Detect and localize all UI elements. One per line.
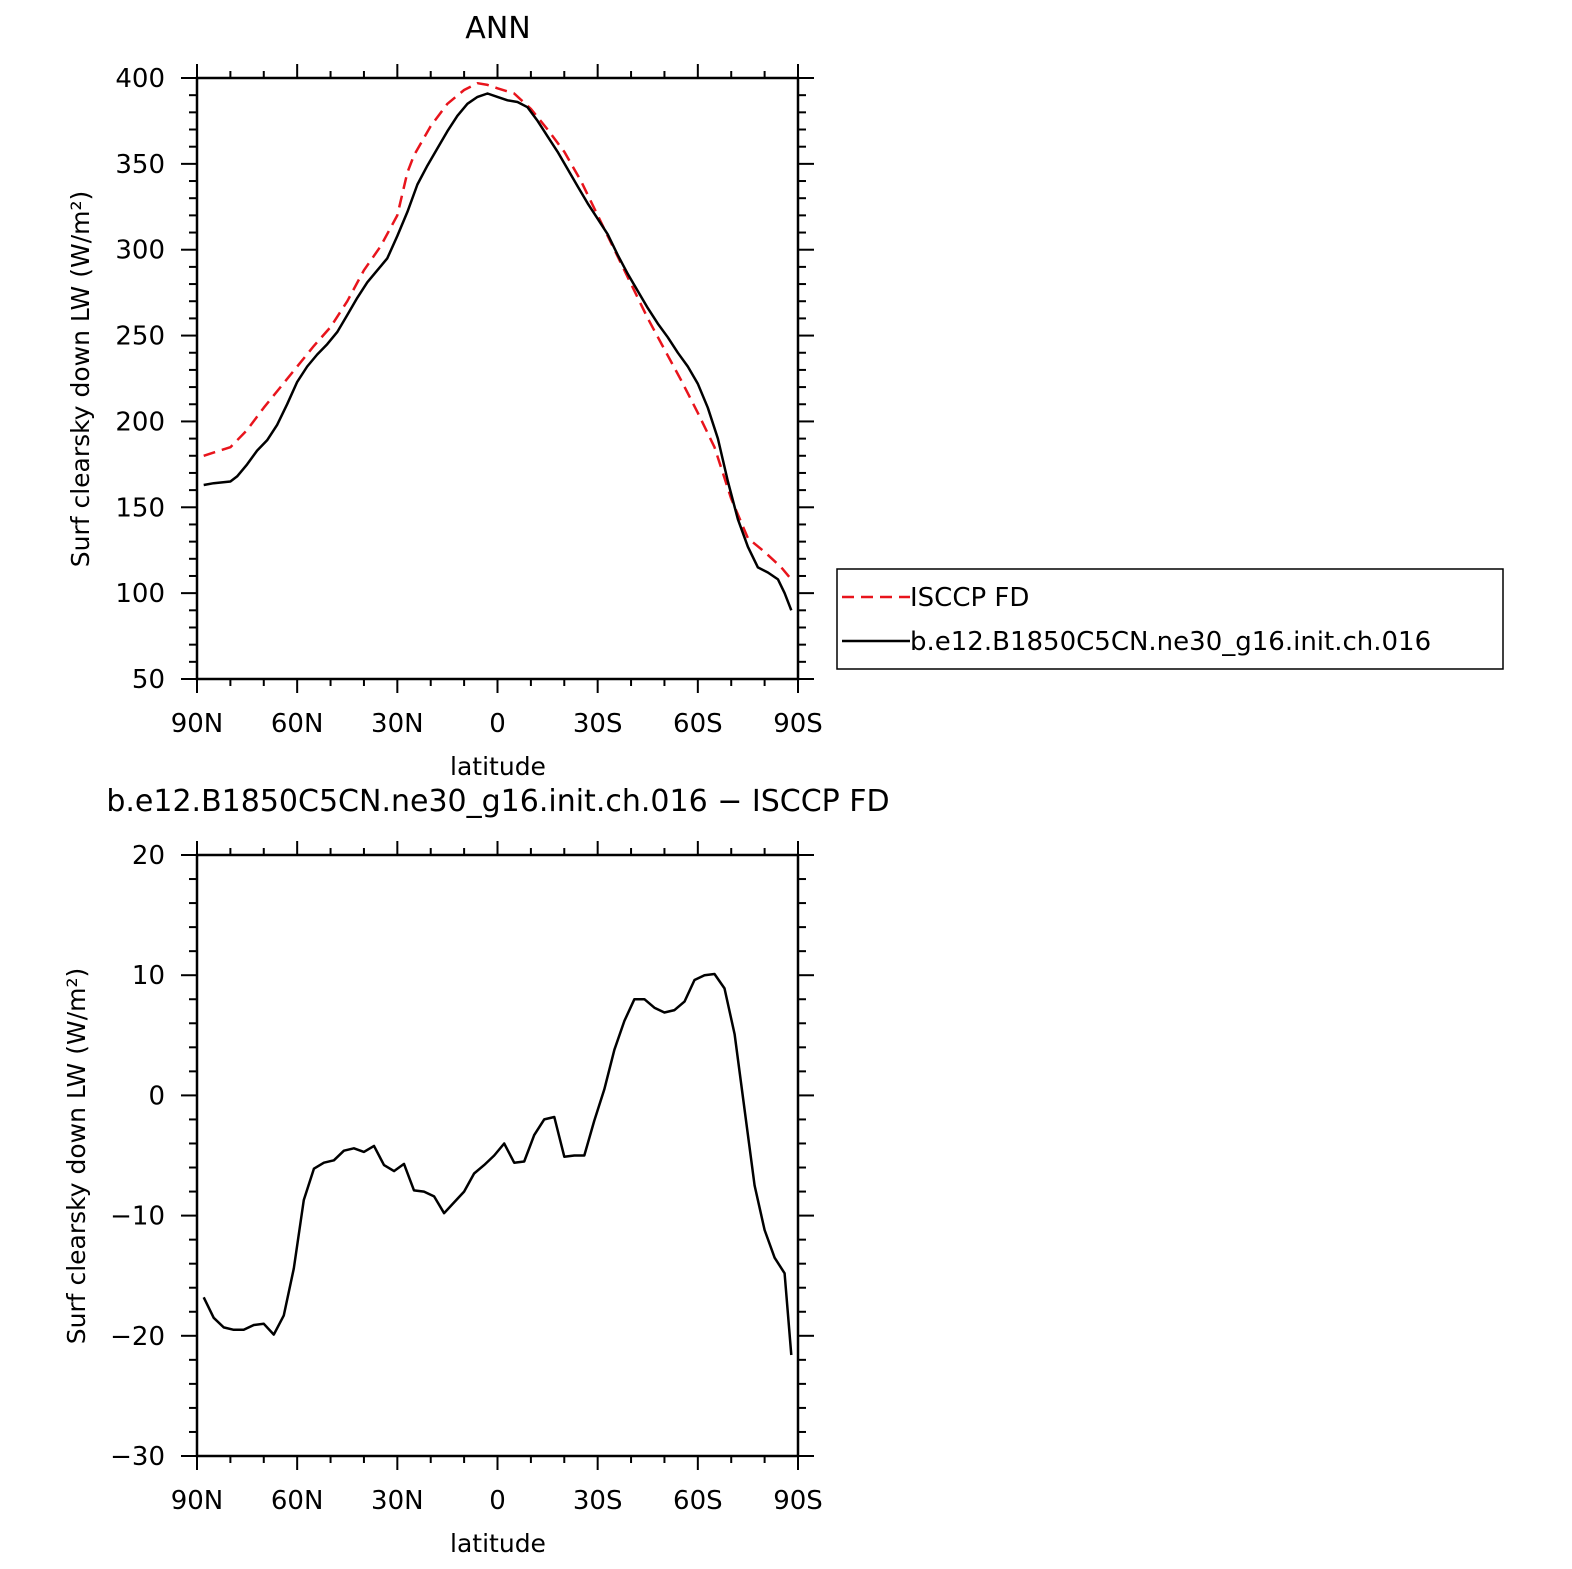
y-tick-label: −10 bbox=[110, 1202, 165, 1232]
x-tick-label: 30S bbox=[573, 1486, 623, 1516]
x-axis-label: latitude bbox=[450, 752, 546, 781]
y-tick-label: 150 bbox=[115, 493, 165, 523]
y-tick-label: 20 bbox=[132, 841, 165, 871]
y-axis-label: Surf clearsky down LW (W/m²) bbox=[66, 191, 95, 568]
bottom-panel: b.e12.B1850C5CN.ne30_g16.init.ch.016 − I… bbox=[62, 784, 890, 1558]
x-tick-label: 90S bbox=[773, 709, 823, 739]
legend-label-model: b.e12.B1850C5CN.ne30_g16.init.ch.016 bbox=[910, 627, 1431, 657]
plot-frame bbox=[195, 853, 800, 1458]
x-tick-label: 0 bbox=[489, 1486, 506, 1516]
y-tick-label: −20 bbox=[110, 1322, 165, 1352]
legend-label-isccp: ISCCP FD bbox=[910, 583, 1029, 613]
top-panel: ANN 90N 60N 30N 0 30S 60S 90S 50 100 150 200 250 300… bbox=[66, 11, 823, 781]
x-axis-label: latitude bbox=[450, 1529, 546, 1558]
difference-title: b.e12.B1850C5CN.ne30_g16.init.ch.016 − I… bbox=[106, 784, 889, 819]
top-plot-marks bbox=[203, 81, 793, 611]
y-tick-label: −30 bbox=[110, 1442, 165, 1472]
series-line-isccp-fd bbox=[203, 81, 793, 581]
y-tick-label: 400 bbox=[115, 64, 165, 94]
x-tick-label: 60S bbox=[673, 1486, 723, 1516]
x-tick-label: 60N bbox=[271, 709, 324, 739]
top-axis-ticks: 90N 60N 30N 0 30S 60S 90S 50 100 150 200 250 300 350 4… bbox=[115, 64, 823, 739]
y-axis-label: Surf clearsky down LW (W/m²) bbox=[62, 968, 91, 1345]
x-tick-label: 60S bbox=[673, 709, 723, 739]
series-line-model bbox=[203, 92, 793, 611]
x-tick-label: 90N bbox=[171, 1486, 224, 1516]
y-tick-label: 10 bbox=[132, 961, 165, 991]
y-tick-label: 50 bbox=[132, 665, 165, 695]
legend-box bbox=[836, 568, 1504, 670]
chart-title: ANN bbox=[465, 11, 530, 46]
y-tick-label: 250 bbox=[115, 322, 165, 352]
y-tick-label: 300 bbox=[115, 236, 165, 266]
x-tick-label: 60N bbox=[271, 1486, 324, 1516]
y-tick-label: 100 bbox=[115, 579, 165, 609]
y-tick-label: 0 bbox=[148, 1081, 165, 1111]
y-tick-label: 200 bbox=[115, 407, 165, 437]
legend: ISCCP FD b.e12.B1850C5CN.ne30_g16.init.c… bbox=[836, 568, 1504, 670]
bottom-axis-ticks: 90N 60N 30N 0 30S 60S 90S −30 −20 −10 0 10 20 bbox=[110, 841, 823, 1516]
x-tick-label: 30S bbox=[573, 709, 623, 739]
x-tick-label: 90N bbox=[171, 709, 224, 739]
x-tick-label: 90S bbox=[773, 1486, 823, 1516]
series-line-difference bbox=[202, 972, 793, 1356]
y-tick-label: 350 bbox=[115, 150, 165, 180]
bottom-plot-marks bbox=[202, 972, 793, 1356]
x-tick-label: 0 bbox=[489, 709, 506, 739]
x-tick-label: 30N bbox=[371, 709, 424, 739]
x-tick-label: 30N bbox=[371, 1486, 424, 1516]
